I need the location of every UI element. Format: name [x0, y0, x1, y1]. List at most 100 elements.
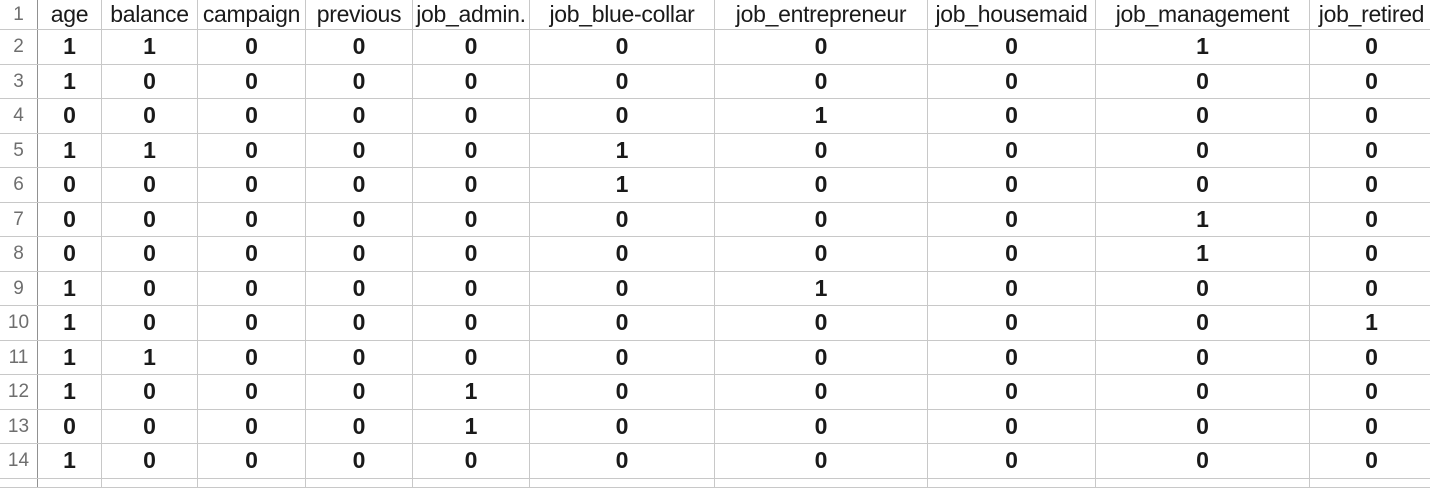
row-number-cell[interactable]: 1 [0, 0, 38, 29]
row-number-cell[interactable]: 9 [0, 271, 38, 305]
cell[interactable]: 0 [928, 168, 1096, 202]
column-header[interactable]: job_retired [1310, 0, 1430, 29]
cell[interactable]: 0 [306, 202, 413, 236]
cell[interactable]: 0 [1096, 306, 1310, 340]
cell[interactable]: 1 [102, 30, 198, 64]
cell[interactable]: 0 [198, 133, 306, 167]
cell[interactable]: 0 [306, 133, 413, 167]
cell[interactable]: 0 [715, 340, 928, 374]
cell[interactable]: 0 [715, 306, 928, 340]
cell[interactable]: 0 [715, 444, 928, 478]
row-number-cell[interactable]: 10 [0, 306, 38, 340]
cell[interactable]: 0 [413, 64, 530, 98]
row-number-cell[interactable]: 4 [0, 99, 38, 133]
cell[interactable]: 0 [413, 99, 530, 133]
cell[interactable]: 0 [413, 237, 530, 271]
cell[interactable] [928, 478, 1096, 487]
cell[interactable]: 0 [715, 168, 928, 202]
cell[interactable]: 0 [530, 444, 715, 478]
cell[interactable]: 0 [928, 444, 1096, 478]
cell[interactable]: 0 [715, 133, 928, 167]
row-number-cell[interactable]: 12 [0, 375, 38, 409]
cell[interactable]: 1 [38, 30, 102, 64]
cell[interactable] [102, 478, 198, 487]
cell[interactable]: 0 [198, 444, 306, 478]
cell[interactable]: 0 [102, 168, 198, 202]
cell[interactable]: 0 [198, 99, 306, 133]
cell[interactable]: 0 [928, 237, 1096, 271]
cell[interactable]: 0 [306, 64, 413, 98]
cell[interactable]: 0 [715, 375, 928, 409]
cell[interactable]: 1 [413, 409, 530, 443]
cell[interactable]: 0 [1096, 133, 1310, 167]
cell[interactable]: 0 [715, 64, 928, 98]
column-header[interactable]: previous [306, 0, 413, 29]
cell[interactable]: 0 [1310, 272, 1430, 306]
cell[interactable]: 0 [928, 271, 1096, 305]
cell[interactable]: 0 [102, 202, 198, 236]
cell[interactable]: 1 [413, 375, 530, 409]
cell[interactable]: 0 [1310, 65, 1430, 99]
cell[interactable]: 1 [102, 133, 198, 167]
cell[interactable] [306, 478, 413, 487]
cell[interactable]: 0 [530, 340, 715, 374]
cell[interactable]: 0 [530, 202, 715, 236]
cell[interactable]: 1 [1096, 202, 1310, 236]
cell[interactable]: 0 [530, 30, 715, 64]
cell[interactable]: 1 [1310, 306, 1430, 340]
cell[interactable]: 0 [928, 133, 1096, 167]
cell[interactable]: 0 [530, 271, 715, 305]
cell[interactable]: 0 [102, 375, 198, 409]
cell[interactable]: 1 [1096, 30, 1310, 64]
cell[interactable]: 0 [715, 409, 928, 443]
cell[interactable]: 0 [1096, 168, 1310, 202]
cell[interactable]: 0 [1096, 271, 1310, 305]
cell[interactable]: 0 [198, 237, 306, 271]
cell[interactable]: 0 [413, 444, 530, 478]
cell[interactable]: 0 [102, 237, 198, 271]
row-number-cell[interactable]: 5 [0, 133, 38, 167]
cell[interactable]: 0 [306, 340, 413, 374]
row-number-cell[interactable]: 2 [0, 30, 38, 64]
cell[interactable]: 1 [38, 444, 102, 478]
cell[interactable]: 0 [1310, 134, 1430, 168]
cell[interactable]: 0 [1096, 375, 1310, 409]
cell[interactable]: 0 [1310, 203, 1430, 237]
cell[interactable] [530, 478, 715, 487]
cell[interactable]: 0 [413, 271, 530, 305]
cell[interactable]: 0 [198, 306, 306, 340]
cell[interactable]: 0 [306, 271, 413, 305]
cell[interactable]: 0 [306, 409, 413, 443]
cell[interactable]: 0 [38, 409, 102, 443]
cell[interactable]: 0 [1310, 410, 1430, 444]
cell[interactable]: 0 [306, 237, 413, 271]
cell[interactable]: 0 [102, 306, 198, 340]
cell[interactable]: 0 [198, 271, 306, 305]
cell[interactable]: 1 [38, 340, 102, 374]
cell[interactable]: 0 [530, 99, 715, 133]
cell[interactable]: 0 [38, 99, 102, 133]
column-header[interactable]: campaign [198, 0, 306, 29]
row-number-cell[interactable] [0, 478, 38, 487]
cell[interactable]: 0 [530, 306, 715, 340]
cell[interactable]: 0 [1310, 99, 1430, 133]
cell[interactable]: 1 [530, 133, 715, 167]
cell[interactable]: 0 [198, 64, 306, 98]
cell[interactable]: 1 [38, 306, 102, 340]
column-header[interactable]: job_entrepreneur [715, 0, 928, 29]
cell[interactable] [1310, 479, 1430, 487]
cell[interactable]: 1 [38, 64, 102, 98]
cell[interactable]: 1 [715, 271, 928, 305]
cell[interactable]: 0 [102, 444, 198, 478]
cell[interactable]: 0 [1096, 409, 1310, 443]
cell[interactable]: 0 [1310, 375, 1430, 409]
row-number-cell[interactable]: 8 [0, 237, 38, 271]
cell[interactable]: 0 [1310, 237, 1430, 271]
cell[interactable]: 1 [102, 340, 198, 374]
column-header[interactable]: job_admin. [413, 0, 530, 29]
column-header[interactable]: balance [102, 0, 198, 29]
cell[interactable]: 0 [198, 375, 306, 409]
cell[interactable] [198, 478, 306, 487]
cell[interactable]: 0 [715, 237, 928, 271]
cell[interactable]: 0 [102, 64, 198, 98]
